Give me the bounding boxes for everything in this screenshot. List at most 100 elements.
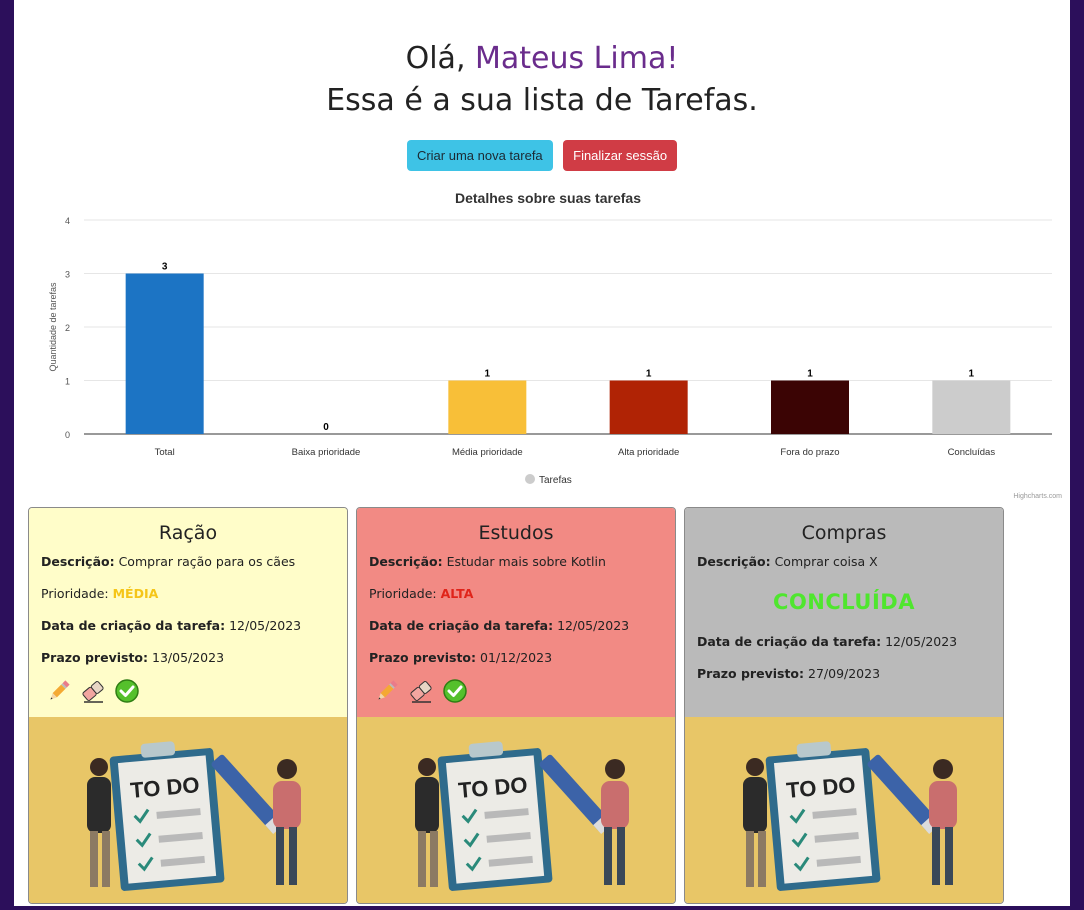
- due-label: Prazo previsto:: [697, 666, 805, 681]
- person-left-head: [746, 758, 764, 776]
- priority-value: ALTA: [440, 586, 474, 601]
- person-right-leg: [932, 827, 940, 885]
- checkmark: [137, 856, 154, 872]
- legend-label: Tarefas: [539, 475, 572, 486]
- pencil-glyph: [50, 680, 70, 700]
- y-tick-label: 1: [65, 377, 70, 387]
- todo-illustration: TO DO: [685, 717, 1003, 903]
- checkmark: [133, 808, 150, 824]
- y-tick-label: 3: [65, 270, 70, 280]
- person-right-head: [933, 759, 953, 779]
- task-card-body: Estudos Descrição: Estudar mais sobre Ko…: [357, 508, 675, 717]
- task-created: Data de criação da tarefa: 12/05/2023: [697, 634, 957, 649]
- task-card-body: Compras Descrição: Comprar coisa X CONCL…: [685, 508, 1003, 717]
- task-actions: [45, 678, 147, 704]
- task-created: Data de criação da tarefa: 12/05/2023: [41, 618, 301, 633]
- chart-svg: Detalhes sobre suas tarefas 0 1 2 3 4 Quantida…: [48, 190, 1062, 500]
- created-label: Data de criação da tarefa:: [697, 634, 882, 649]
- delete-eraser-icon[interactable]: [79, 678, 107, 704]
- person-left-leg: [746, 831, 754, 887]
- clipboard-clip: [468, 741, 504, 758]
- task-card: Compras Descrição: Comprar coisa X CONCL…: [684, 507, 1004, 904]
- person-right-leg: [617, 827, 625, 885]
- complete-check-icon[interactable]: [441, 678, 469, 704]
- tasks-chart: Detalhes sobre suas tarefas 0 1 2 3 4 Quantida…: [32, 182, 1064, 502]
- due-value: 13/05/2023: [152, 650, 225, 665]
- clipboard-paper: [773, 755, 873, 884]
- greeting-prefix: Olá,: [405, 41, 476, 76]
- todo-line: [816, 855, 861, 867]
- data-label: 3: [162, 262, 168, 273]
- description-label: Descrição:: [369, 554, 443, 569]
- person-left-head: [418, 758, 436, 776]
- task-description: Descrição: Comprar coisa X: [697, 554, 878, 569]
- complete-check-icon[interactable]: [113, 678, 141, 704]
- edit-pencil-icon[interactable]: [373, 678, 401, 704]
- created-value: 12/05/2023: [229, 618, 302, 633]
- delete-eraser-icon[interactable]: [407, 678, 435, 704]
- task-priority: Prioridade: ALTA: [369, 586, 473, 601]
- eraser-glyph: [410, 681, 432, 703]
- todo-line: [158, 831, 203, 843]
- edit-pencil-icon[interactable]: [45, 678, 73, 704]
- person-right-head: [277, 759, 297, 779]
- description-label: Descrição:: [697, 554, 771, 569]
- task-title: Ração: [158, 522, 218, 544]
- pencil-glyph: [378, 680, 398, 700]
- y-tick-label: 4: [65, 216, 70, 226]
- person-left-leg: [90, 831, 98, 887]
- person-left-torso: [743, 777, 767, 833]
- checkmark: [465, 856, 482, 872]
- person-right-head: [605, 759, 625, 779]
- checkmark: [791, 832, 808, 848]
- person-right-torso: [929, 781, 957, 829]
- y-tick-label: 0: [65, 430, 70, 440]
- due-label: Prazo previsto:: [41, 650, 149, 665]
- big-pencil-body: [539, 754, 611, 832]
- person-right-leg: [289, 827, 297, 885]
- data-label: 1: [807, 369, 813, 380]
- person-right-torso: [601, 781, 629, 829]
- description-value: Comprar ração para os cães: [118, 554, 296, 569]
- person-right-leg: [604, 827, 612, 885]
- checkmark: [789, 808, 806, 824]
- priority-label: Prioridade:: [41, 586, 109, 601]
- illustration-svg: TO DO: [415, 741, 629, 891]
- person-left-head: [90, 758, 108, 776]
- task-actions: [373, 678, 475, 704]
- due-value: 27/09/2023: [808, 666, 881, 681]
- task-due: Prazo previsto: 27/09/2023: [697, 666, 880, 681]
- chart-title: Detalhes sobre suas tarefas: [455, 190, 641, 206]
- task-title: Estudos: [478, 522, 554, 544]
- person-left-leg: [758, 831, 766, 887]
- eraser-glyph: [82, 681, 104, 703]
- x-tick-label: Fora do prazo: [780, 447, 839, 458]
- person-left-torso: [87, 777, 111, 833]
- due-label: Prazo previsto:: [369, 650, 477, 665]
- task-due: Prazo previsto: 13/05/2023: [41, 650, 224, 665]
- todo-line: [488, 855, 533, 867]
- new-task-button[interactable]: Criar uma nova tarefa: [406, 140, 553, 171]
- todo-line: [484, 808, 529, 819]
- todo-illustration: TO DO: [357, 717, 675, 903]
- person-left-torso: [415, 777, 439, 833]
- todo-line: [156, 808, 201, 819]
- checkmark: [793, 856, 810, 872]
- check-glyph: [443, 679, 467, 703]
- created-value: 12/05/2023: [885, 634, 958, 649]
- completed-status: CONCLUÍDA: [773, 590, 915, 614]
- data-label: 0: [323, 422, 329, 433]
- check-glyph: [115, 679, 139, 703]
- logout-button[interactable]: Finalizar sessão: [563, 140, 678, 171]
- todo-text: TO DO: [457, 772, 528, 803]
- priority-label: Prioridade:: [369, 586, 437, 601]
- task-created: Data de criação da tarefa: 12/05/2023: [369, 618, 629, 633]
- checkmark: [461, 808, 478, 824]
- chart-credits: Highcharts.com: [1013, 493, 1062, 500]
- task-card: Estudos Descrição: Estudar mais sobre Ko…: [356, 507, 676, 904]
- todo-line: [814, 831, 859, 843]
- data-label: 1: [485, 369, 491, 380]
- bar: [771, 380, 849, 434]
- created-value: 12/05/2023: [557, 618, 630, 633]
- big-pencil-body: [211, 754, 283, 832]
